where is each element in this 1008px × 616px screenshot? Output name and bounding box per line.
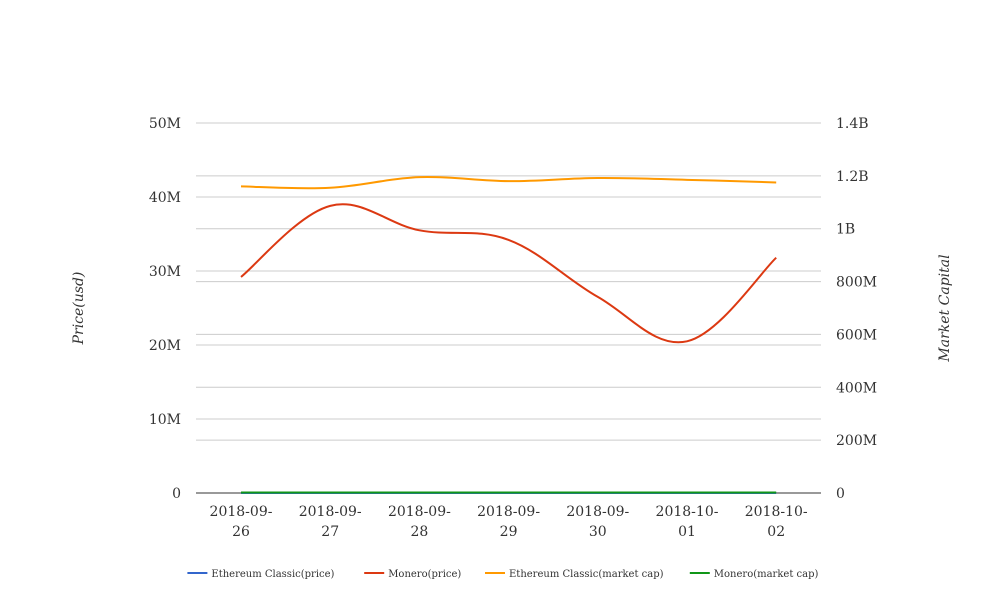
right-tick-label-4: 800M (836, 275, 877, 291)
grid-layer (196, 122, 821, 494)
legend-label-0: Ethereum Classic(price) (211, 569, 334, 580)
x-tick-label-line: 2018-09- (388, 504, 451, 520)
x-tick-label-line: 2018-09- (210, 504, 273, 520)
legend-label-3: Monero(market cap) (714, 569, 819, 580)
x-tick-label-3: 2018-09- 29 (477, 504, 540, 540)
right-tick-label-7: 1.4B (836, 116, 869, 132)
series-line-1 (240, 203, 777, 344)
right-tick-label-3: 600M (836, 327, 877, 343)
x-tick-label-line: 29 (500, 524, 518, 540)
legend-label-2: Ethereum Classic(market cap) (509, 569, 664, 580)
x-tick-label-line: 26 (232, 524, 250, 540)
series-line-2 (240, 175, 777, 190)
left-axis-title: Price(usd) (71, 272, 87, 346)
right-tick-label-5: 1B (836, 222, 855, 238)
x-tick-label-0: 2018-09- 26 (210, 504, 273, 540)
x-tick-label-line: 27 (321, 524, 339, 540)
x-tick-label-line: 2018-10- (656, 504, 719, 520)
x-tick-label-4: 2018-09- 30 (566, 504, 629, 540)
left-tick-label-2: 20M (149, 338, 181, 354)
right-tick-label-0: 0 (836, 486, 845, 502)
x-axis-ticks: 2018-09- 26 2018-09- 27 2018-09- 28 2018-09- 29… (210, 504, 808, 540)
left-tick-label-1: 10M (149, 412, 181, 428)
x-tick-label-2: 2018-09- 28 (388, 504, 451, 540)
x-tick-label-line: 01 (678, 524, 696, 540)
right-tick-label-6: 1.2B (836, 169, 869, 185)
x-tick-label-line: 2018-09- (299, 504, 362, 520)
left-axis-ticks: 0 10M 20M 30M 40M 50M (149, 116, 181, 502)
x-tick-label-1: 2018-09- 27 (299, 504, 362, 540)
left-tick-label-0: 0 (172, 486, 181, 502)
right-tick-label-2: 400M (836, 380, 877, 396)
x-tick-label-6: 2018-10- 02 (745, 504, 808, 540)
x-tick-label-5: 2018-10- 01 (656, 504, 719, 540)
x-tick-label-line: 2018-09- (566, 504, 629, 520)
x-tick-label-line: 2018-09- (477, 504, 540, 520)
legend: Ethereum Classic(price) Monero(price) Ethe… (187, 569, 818, 580)
left-tick-label-4: 40M (149, 190, 181, 206)
right-axis-title: Market Capital (937, 254, 953, 362)
legend-label-1: Monero(price) (388, 569, 461, 580)
left-tick-label-5: 50M (149, 116, 181, 132)
x-tick-label-line: 2018-10- (745, 504, 808, 520)
x-tick-label-line: 02 (767, 524, 785, 540)
right-axis-ticks: 0 200M 400M 600M 800M 1B 1.2B 1.4B (836, 116, 877, 502)
left-tick-label-3: 30M (149, 264, 181, 280)
right-tick-label-1: 200M (836, 433, 877, 449)
x-tick-label-line: 28 (410, 524, 428, 540)
series-layer (240, 175, 777, 495)
x-tick-label-line: 30 (589, 524, 607, 540)
